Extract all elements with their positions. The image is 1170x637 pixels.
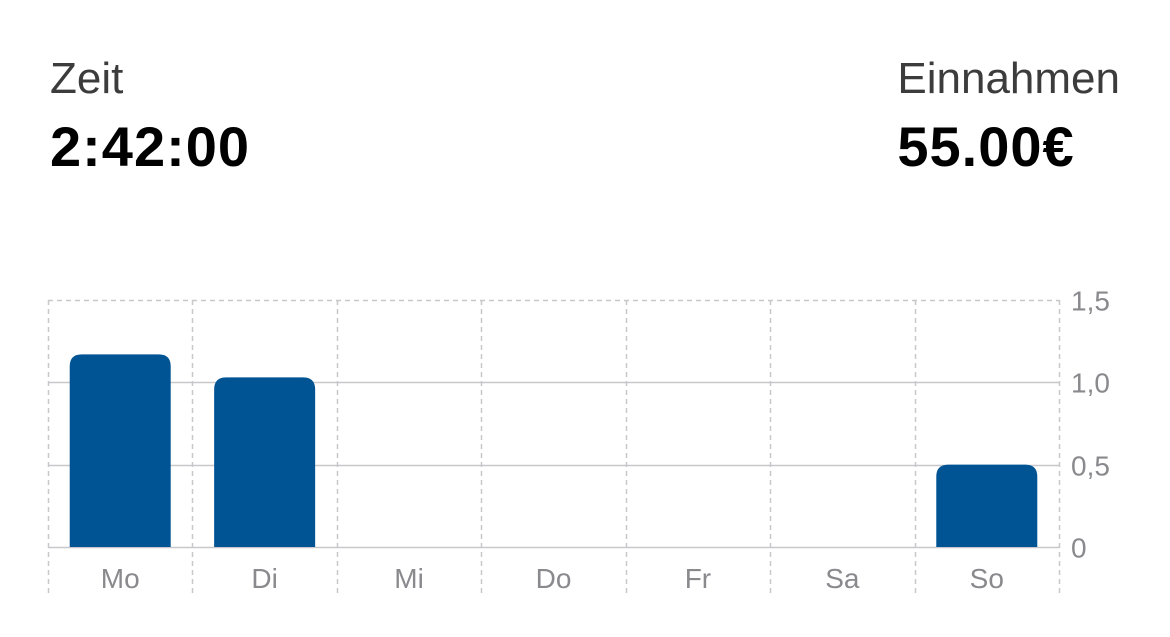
- bar-di: [214, 377, 316, 547]
- time-value: 2:42:00: [50, 115, 251, 178]
- y-tick-label: 0: [1071, 533, 1087, 564]
- time-label: Zeit: [50, 54, 124, 103]
- bar-mo: [69, 354, 171, 547]
- income-label: Einnahmen: [897, 54, 1120, 103]
- income-stat: Einnahmen 55.00€: [897, 52, 1120, 182]
- x-tick-label: Mo: [101, 563, 140, 594]
- y-tick-label: 1,5: [1071, 286, 1110, 317]
- x-tick-label: Sa: [825, 563, 860, 594]
- bar-so: [936, 464, 1038, 547]
- x-tick-label: Do: [536, 563, 572, 594]
- y-tick-label: 0,5: [1071, 451, 1110, 482]
- y-tick-label: 1,0: [1071, 368, 1110, 399]
- income-value: 55.00€: [897, 115, 1075, 178]
- time-stat: Zeit 2:42:00: [50, 52, 250, 182]
- x-tick-label: Di: [251, 563, 277, 594]
- x-tick-label: Mi: [394, 563, 424, 594]
- x-tick-label: Fr: [685, 563, 711, 594]
- x-tick-label: So: [970, 563, 1004, 594]
